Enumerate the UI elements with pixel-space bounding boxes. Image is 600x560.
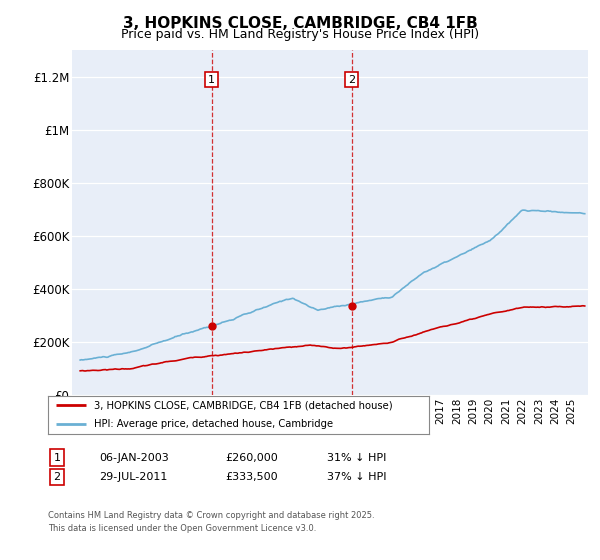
- Text: 1: 1: [53, 452, 61, 463]
- Text: This data is licensed under the Open Government Licence v3.0.: This data is licensed under the Open Gov…: [48, 524, 316, 533]
- Text: 06-JAN-2003: 06-JAN-2003: [99, 452, 169, 463]
- Text: Price paid vs. HM Land Registry's House Price Index (HPI): Price paid vs. HM Land Registry's House …: [121, 28, 479, 41]
- Text: £260,000: £260,000: [225, 452, 278, 463]
- Text: £333,500: £333,500: [225, 472, 278, 482]
- Text: Contains HM Land Registry data © Crown copyright and database right 2025.: Contains HM Land Registry data © Crown c…: [48, 511, 374, 520]
- Text: 1: 1: [208, 74, 215, 85]
- Text: 2: 2: [348, 74, 355, 85]
- Text: 3, HOPKINS CLOSE, CAMBRIDGE, CB4 1FB: 3, HOPKINS CLOSE, CAMBRIDGE, CB4 1FB: [122, 16, 478, 31]
- Text: 37% ↓ HPI: 37% ↓ HPI: [327, 472, 386, 482]
- Text: 31% ↓ HPI: 31% ↓ HPI: [327, 452, 386, 463]
- Text: 2: 2: [53, 472, 61, 482]
- Text: HPI: Average price, detached house, Cambridge: HPI: Average price, detached house, Camb…: [94, 419, 333, 430]
- Text: 3, HOPKINS CLOSE, CAMBRIDGE, CB4 1FB (detached house): 3, HOPKINS CLOSE, CAMBRIDGE, CB4 1FB (de…: [94, 400, 392, 410]
- Text: 29-JUL-2011: 29-JUL-2011: [99, 472, 167, 482]
